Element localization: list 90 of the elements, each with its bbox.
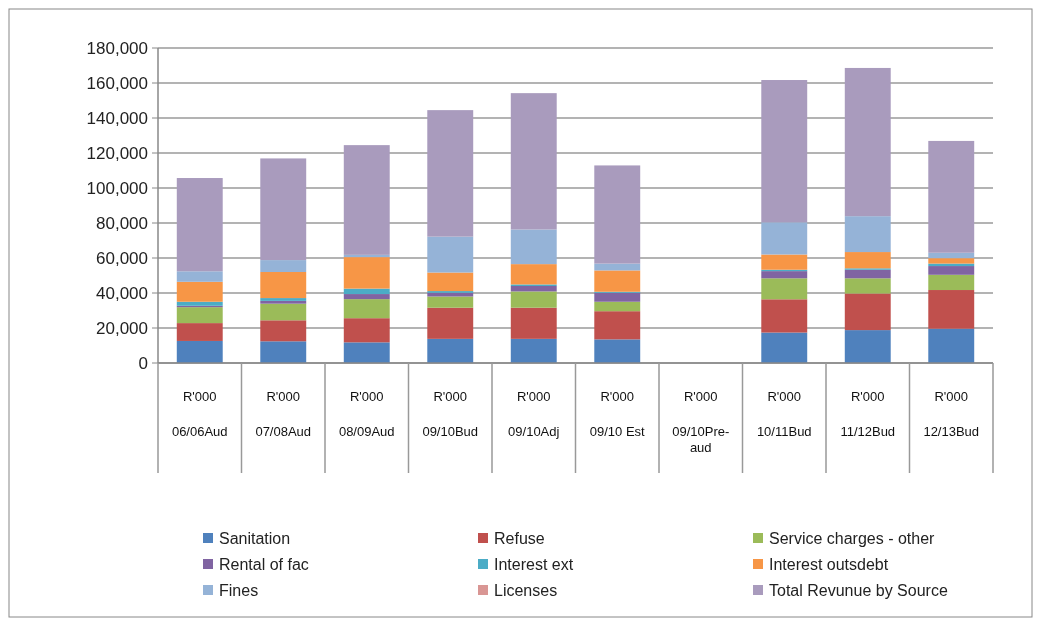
bar <box>510 307 557 339</box>
bar <box>176 307 223 324</box>
bar <box>510 93 557 230</box>
bar <box>176 178 223 272</box>
bar <box>928 290 975 329</box>
bar <box>176 301 223 306</box>
bar <box>844 269 891 279</box>
bar <box>260 260 307 272</box>
y-tick-label: 0 <box>138 353 148 373</box>
bar <box>594 339 641 363</box>
bar <box>510 229 557 265</box>
bar <box>343 288 390 295</box>
bar <box>928 328 975 363</box>
bar <box>427 307 474 339</box>
bar <box>510 286 557 292</box>
legend-label: Licenses <box>494 581 558 599</box>
legend-label: Total Revunue by Source <box>769 581 948 599</box>
bar <box>427 272 474 292</box>
legend-label: Refuse <box>494 529 545 547</box>
y-tick-label: 140,000 <box>86 108 148 128</box>
category-label: R'000 09/10Pre-aud <box>672 389 730 455</box>
category-label: R'000 09/10Adj <box>508 389 560 439</box>
bar <box>761 271 808 279</box>
category-label: R'000 11/12Bud <box>840 389 896 439</box>
bar <box>761 80 808 223</box>
bar <box>594 165 641 264</box>
bar <box>427 296 474 308</box>
bar <box>594 292 641 302</box>
bar <box>427 338 474 363</box>
y-tick-label: 100,000 <box>86 178 148 198</box>
bar <box>260 272 307 299</box>
category-label: R'000 09/10 Est <box>589 389 645 439</box>
bar <box>260 341 307 363</box>
bar <box>176 281 223 302</box>
bar <box>343 318 390 343</box>
bar <box>343 294 390 300</box>
bar <box>343 299 390 319</box>
bar <box>928 258 975 264</box>
bar <box>594 301 641 312</box>
y-tick-label: 60,000 <box>96 248 148 268</box>
bar <box>761 254 808 270</box>
category-label: R'000 08/09Aud <box>338 389 395 439</box>
bar <box>761 278 808 300</box>
category-label: R'000 07/08Aud <box>255 389 312 439</box>
bar <box>928 274 975 291</box>
y-tick-label: 20,000 <box>96 318 148 338</box>
bar <box>427 110 474 237</box>
legend-label: Interest outsdebt <box>769 555 889 573</box>
y-tick-label: 40,000 <box>96 283 148 303</box>
bar <box>343 145 390 255</box>
bar <box>427 292 474 297</box>
bar <box>260 303 307 321</box>
bar <box>343 342 390 363</box>
category-label: R'000 12/13Bud <box>923 389 980 439</box>
bar <box>928 252 975 259</box>
bar <box>844 278 891 294</box>
y-tick-label: 180,000 <box>86 38 148 58</box>
bar <box>844 293 891 331</box>
bar <box>594 270 641 292</box>
category-label: R'000 10/11Bud <box>756 389 812 439</box>
bar <box>343 257 390 289</box>
bar <box>176 340 223 363</box>
bar <box>844 67 891 217</box>
y-tick-label: 160,000 <box>86 73 148 93</box>
legend-label: Service charges - other <box>769 529 936 547</box>
bar <box>928 266 975 275</box>
y-tick-label: 120,000 <box>86 143 148 163</box>
bar <box>510 338 557 363</box>
bar <box>761 222 808 255</box>
bar <box>594 311 641 340</box>
bar <box>176 271 223 282</box>
legend-label: Rental of fac <box>219 555 309 573</box>
bar <box>844 252 891 269</box>
bar <box>260 158 307 261</box>
y-tick-label: 80,000 <box>96 213 148 233</box>
bar <box>427 236 474 273</box>
category-label: R'000 06/06Aud <box>171 389 228 439</box>
bar <box>844 216 891 253</box>
category-label: R'000 09/10Bud <box>422 389 479 439</box>
bar <box>176 323 223 341</box>
bar <box>510 291 557 308</box>
legend-label: Fines <box>219 581 259 599</box>
bar <box>761 332 808 363</box>
bar <box>510 264 557 285</box>
legend-label: Interest ext <box>494 555 574 573</box>
bar <box>761 299 808 333</box>
bar <box>260 320 307 342</box>
bar <box>928 140 975 253</box>
bar <box>844 330 891 363</box>
legend-label: Sanitation <box>219 529 291 547</box>
